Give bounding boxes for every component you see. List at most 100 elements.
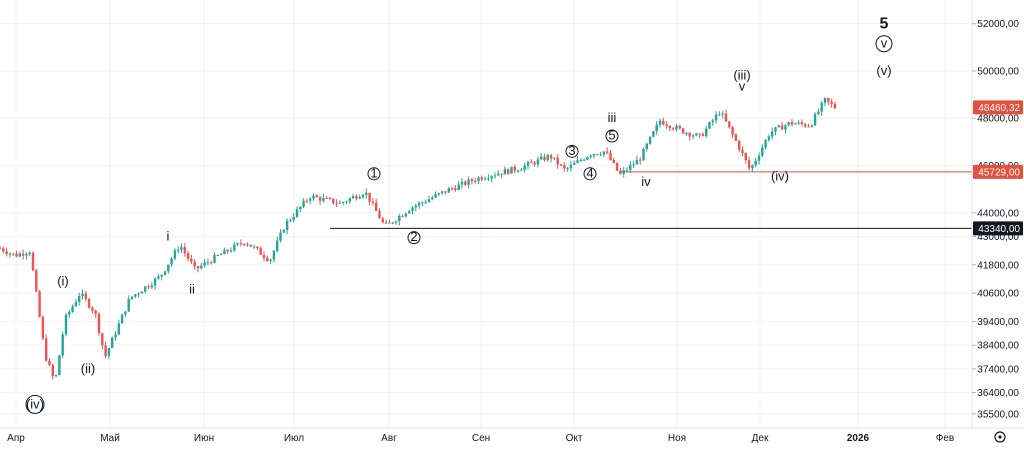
price-badge-label: 43340,00	[978, 224, 1020, 235]
candle-body	[642, 148, 645, 161]
candle-body	[193, 261, 196, 267]
candle-body	[104, 345, 107, 356]
candle-body	[157, 276, 160, 279]
candle-body	[464, 181, 467, 185]
price-tick-label: 48000,00	[977, 114, 1019, 125]
candle-body	[454, 188, 457, 191]
candle-body	[823, 97, 827, 103]
time-axis[interactable]: Апр Май Июн Июл Авг Сен Окт Ноя Дек 2026 Фев	[0, 427, 1024, 444]
time-tick-label: Дек	[752, 433, 769, 444]
candle-body	[470, 179, 474, 182]
candle-body	[612, 159, 615, 163]
price-tick-label: 50000,00	[977, 66, 1019, 77]
candle-body	[431, 197, 434, 200]
candle-body	[414, 205, 417, 208]
candle-body	[279, 232, 282, 241]
candle-body	[48, 360, 51, 366]
candle-body	[754, 160, 757, 166]
candle-body	[371, 201, 375, 203]
candle-body	[94, 310, 97, 314]
candle-body	[101, 333, 104, 346]
candle-body	[721, 113, 724, 115]
wave-label-circle	[583, 167, 597, 181]
candle-body	[35, 270, 38, 292]
candle-body	[144, 286, 147, 292]
price-tick-label: 38400,00	[977, 341, 1019, 352]
candle-body	[358, 197, 361, 199]
candle-body	[87, 299, 91, 308]
wave-label-circle	[25, 394, 45, 414]
candle-body	[507, 169, 510, 174]
candle-body	[328, 197, 332, 199]
candle-body	[569, 164, 573, 169]
candle-body	[302, 200, 305, 207]
candle-body	[500, 173, 503, 175]
candle-body	[474, 181, 477, 183]
candle-body	[804, 124, 807, 127]
settings-button[interactable]	[994, 431, 1006, 443]
candle-body	[688, 132, 691, 137]
candle-body	[681, 128, 685, 134]
candle-body	[282, 230, 285, 233]
wave-label-circle	[367, 167, 381, 181]
price-tick-label: 37400,00	[977, 364, 1019, 375]
candle-body	[645, 143, 648, 149]
candle-body	[130, 296, 134, 299]
candle-body	[602, 151, 606, 155]
candle-body	[246, 244, 249, 246]
candle-body	[15, 253, 18, 257]
candle-body	[589, 155, 592, 158]
price-tick-label: 40600,00	[977, 289, 1019, 300]
candle-body	[173, 250, 177, 259]
candle-body	[655, 124, 658, 132]
candle-body	[388, 222, 391, 224]
candle-body	[0, 248, 2, 250]
gear-icon[interactable]	[994, 431, 1006, 443]
candle-body	[813, 114, 817, 126]
candle-body	[678, 125, 681, 129]
candle-body	[553, 157, 556, 159]
candle-body	[124, 311, 127, 315]
candle-body	[487, 178, 490, 180]
price-axis[interactable]: 52000,0050000,0048000,0046000,0044000,00…	[971, 0, 1019, 428]
candle-body	[559, 164, 563, 166]
candle-body	[718, 114, 721, 116]
candle-body	[312, 195, 315, 199]
candle-body	[747, 160, 751, 169]
candle-body	[427, 199, 431, 203]
wave-label-circle	[875, 35, 893, 53]
time-tick-label: Фев	[936, 433, 954, 444]
horizontal-lines	[330, 171, 972, 229]
candle-body	[460, 181, 464, 185]
candle-body	[724, 113, 728, 122]
candle-body	[71, 306, 74, 312]
candle-body	[91, 307, 94, 311]
candle-body	[394, 221, 398, 223]
candle-body	[411, 207, 414, 212]
candle-body	[81, 293, 84, 297]
candle-body	[68, 311, 71, 315]
candle-body	[196, 266, 200, 269]
price-tick-label: 44000,00	[977, 208, 1019, 219]
candle-body	[84, 293, 87, 300]
candle-body	[58, 355, 61, 376]
candle-body	[127, 298, 130, 312]
candle-body	[309, 198, 312, 201]
candle-body	[510, 166, 513, 174]
candle-body	[576, 160, 579, 164]
candle-body	[658, 120, 662, 125]
candle-body	[579, 159, 582, 161]
wave-label: 3	[568, 143, 575, 158]
candle-body	[2, 248, 5, 252]
candle-body	[404, 213, 408, 217]
candle-body	[54, 375, 58, 377]
wave-label: 1	[370, 165, 377, 180]
candle-body	[167, 264, 170, 272]
candle-body	[767, 136, 771, 140]
candle-body	[447, 188, 450, 193]
candle-body	[206, 262, 210, 264]
wave-label: v	[881, 36, 888, 51]
candle-body	[78, 296, 81, 302]
